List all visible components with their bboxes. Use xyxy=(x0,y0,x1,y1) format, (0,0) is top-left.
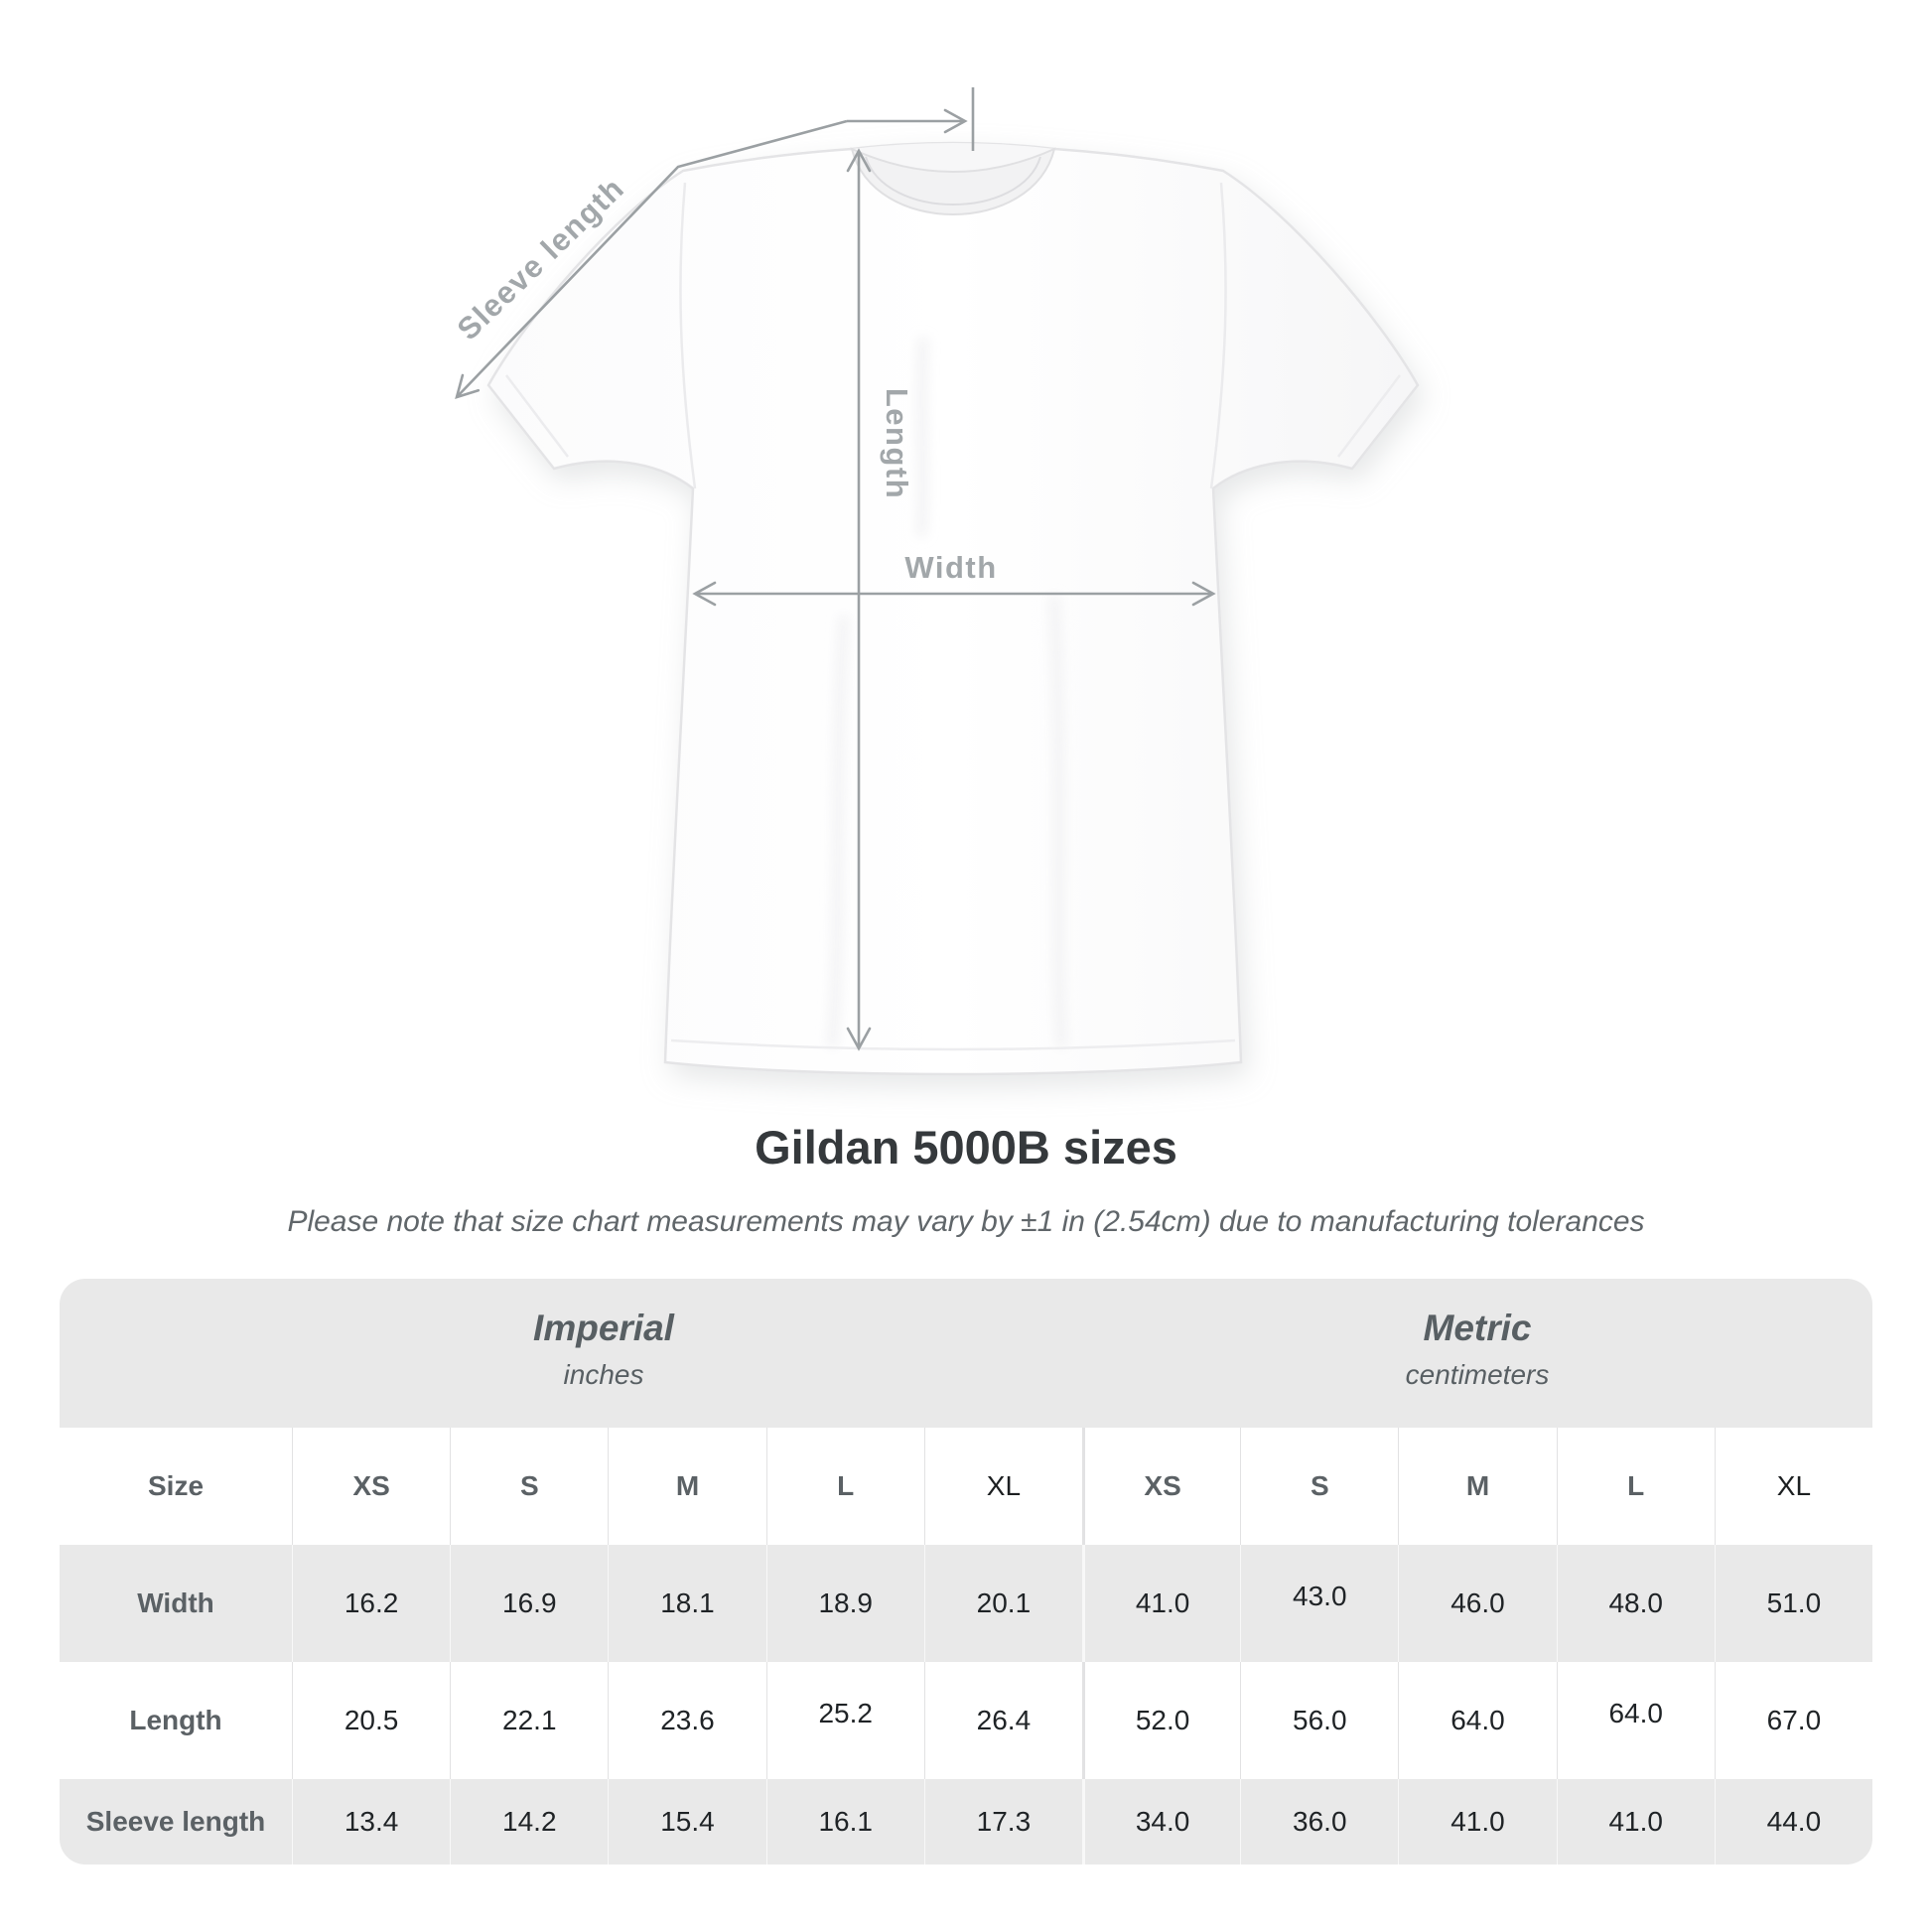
value-cell: 14.2 xyxy=(450,1779,608,1864)
value-cell: 13.4 xyxy=(292,1779,450,1864)
metric-unit: centimeters xyxy=(1405,1359,1550,1390)
value-cell: 34.0 xyxy=(1081,1779,1240,1864)
imperial-unit-group: Imperial inches xyxy=(60,1279,1082,1428)
value-cell: 52.0 xyxy=(1081,1662,1240,1779)
row-label-width: Width xyxy=(137,1587,214,1618)
value-cell: 26.4 xyxy=(923,1662,1082,1779)
value-cell: 41.0 xyxy=(1081,1545,1240,1662)
value-cell: 20.5 xyxy=(292,1662,450,1779)
value-cell: 18.9 xyxy=(765,1545,924,1662)
width-label: Width xyxy=(904,550,997,585)
length-label: Length xyxy=(880,388,914,499)
header-imperial-s: S xyxy=(450,1428,608,1545)
header-imperial-xs: XS xyxy=(292,1428,450,1545)
header-imperial-xl: XL xyxy=(923,1428,1082,1545)
unit-header-band: Imperial inches Metric centimeters xyxy=(60,1279,1872,1428)
value-cell: 17.3 xyxy=(923,1779,1082,1864)
value-cell: 22.1 xyxy=(450,1662,608,1779)
sleeve-length-arrow xyxy=(455,119,848,399)
header-metric-xs: XS xyxy=(1081,1428,1240,1545)
table-row-length: Length 20.5 22.1 23.6 25.2 26.4 52.0 56.… xyxy=(60,1662,1872,1779)
value-cell: 23.6 xyxy=(608,1662,765,1779)
value-text: 64.0 xyxy=(1608,1698,1663,1728)
tolerance-note: Please note that size chart measurements… xyxy=(287,1205,1645,1238)
value-cell: 20.1 xyxy=(923,1545,1082,1662)
value-cell: 64.0 xyxy=(1398,1662,1556,1779)
value-cell: 41.0 xyxy=(1556,1779,1715,1864)
header-metric-s: S xyxy=(1240,1428,1398,1545)
table-row-width: Width 16.2 16.9 18.1 18.9 20.1 41.0 43.0… xyxy=(60,1545,1872,1662)
header-metric-m: M xyxy=(1398,1428,1556,1545)
metric-label: Metric xyxy=(1423,1308,1532,1348)
value-cell: 41.0 xyxy=(1398,1779,1556,1864)
table-row-sleeve-length: Sleeve length 13.4 14.2 15.4 16.1 17.3 3… xyxy=(60,1779,1872,1864)
header-imperial-l: L xyxy=(765,1428,924,1545)
header-metric-l: L xyxy=(1556,1428,1715,1545)
header-metric-xl: XL xyxy=(1714,1428,1872,1545)
row-label-sleeve-length: Sleeve length xyxy=(85,1806,266,1837)
value-cell: 16.1 xyxy=(765,1779,924,1864)
value-text: 43.0 xyxy=(1293,1581,1347,1611)
metric-unit-group: Metric centimeters xyxy=(1082,1279,1872,1428)
value-cell: 16.2 xyxy=(292,1545,450,1662)
value-cell: 43.0 xyxy=(1240,1545,1398,1662)
size-column-header: Size xyxy=(147,1470,205,1501)
value-cell: 64.0 xyxy=(1556,1662,1715,1779)
value-cell: 15.4 xyxy=(608,1779,765,1864)
imperial-unit: inches xyxy=(563,1359,644,1390)
value-cell: 25.2 xyxy=(765,1662,924,1779)
header-imperial-m: M xyxy=(608,1428,765,1545)
value-cell: 48.0 xyxy=(1556,1545,1715,1662)
value-cell: 36.0 xyxy=(1240,1779,1398,1864)
value-cell: 46.0 xyxy=(1398,1545,1556,1662)
page-title: Gildan 5000B sizes xyxy=(755,1121,1177,1173)
value-cell: 18.1 xyxy=(608,1545,765,1662)
tshirt-measurement-diagram: Sleeve length Length Width xyxy=(451,87,1420,1076)
tshirt-diagram-svg: Sleeve length Length Width xyxy=(451,87,1420,1076)
table-header-row: Size XS S M L XL XS S M L XL xyxy=(60,1428,1872,1545)
size-table: Imperial inches Metric centimeters Size … xyxy=(60,1279,1872,1864)
value-cell: 16.9 xyxy=(450,1545,608,1662)
value-cell: 51.0 xyxy=(1714,1545,1872,1662)
value-cell: 44.0 xyxy=(1714,1779,1872,1864)
value-cell: 56.0 xyxy=(1240,1662,1398,1779)
row-label-length: Length xyxy=(129,1705,222,1735)
tshirt-image xyxy=(486,141,1420,1076)
imperial-label: Imperial xyxy=(533,1308,674,1348)
value-cell: 67.0 xyxy=(1714,1662,1872,1779)
value-text: 25.2 xyxy=(818,1698,873,1728)
